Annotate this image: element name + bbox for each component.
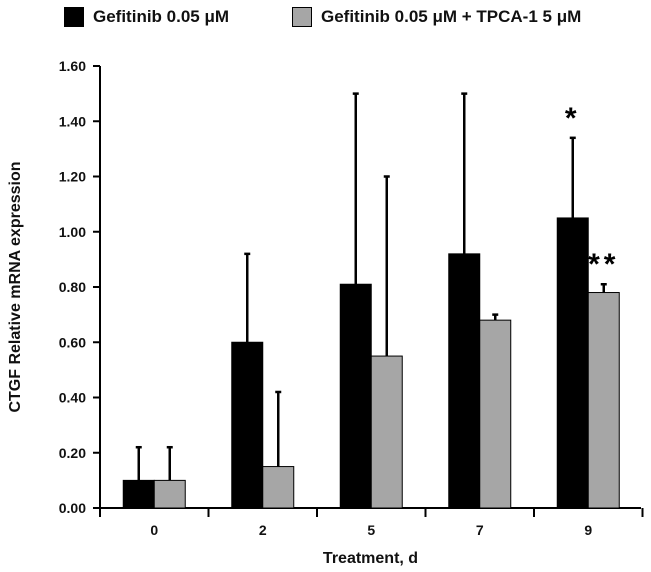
bar-series-1-cat-9 [556, 217, 589, 509]
legend-item-gefitinib-tpca1: Gefitinib 0.05 μM + TPCA-1 5 μM [292, 4, 581, 30]
bar-series-1-cat-0 [122, 479, 155, 509]
y-tick-label: 0.40 [59, 390, 86, 406]
x-tick-label: 5 [367, 522, 375, 538]
bar-series-2-cat-0 [153, 479, 186, 509]
y-tick-label: 0.20 [59, 445, 86, 461]
x-tick-label: 9 [584, 522, 592, 538]
y-tick-label: 1.60 [59, 58, 86, 74]
y-tick-label: 1.00 [59, 224, 86, 240]
legend-item-gefitinib: Gefitinib 0.05 μM [64, 4, 229, 30]
y-tick-label: 0.60 [59, 334, 86, 350]
y-tick-label: 0.00 [59, 500, 86, 516]
x-axis-title: Treatment, d [323, 550, 418, 567]
x-tick-label: 0 [150, 522, 158, 538]
bar-series-2-cat-2 [262, 466, 295, 509]
legend-swatch-gefitinib-tpca1 [292, 7, 312, 27]
x-tick-label: 7 [476, 522, 484, 538]
significance-marker: ** [588, 248, 619, 281]
legend-label-gefitinib-tpca1: Gefitinib 0.05 μM + TPCA-1 5 μM [321, 7, 582, 26]
bar-series-2-cat-9 [587, 292, 620, 509]
legend-swatch-gefitinib [64, 7, 84, 27]
bar-series-1-cat-2 [231, 341, 264, 509]
bar-series-2-cat-7 [479, 319, 512, 509]
bar-series-1-cat-7 [448, 253, 481, 509]
y-tick-label: 0.80 [59, 279, 86, 295]
chart-legend: Gefitinib 0.05 μM Gefitinib 0.05 μM + TP… [0, 0, 651, 34]
y-axis-title: CTGF Relative mRNA expression [7, 161, 24, 412]
y-tick-label: 1.20 [59, 169, 86, 185]
bar-series-2-cat-5 [370, 355, 403, 509]
significance-marker: * [565, 102, 581, 135]
x-tick-label: 2 [259, 522, 267, 538]
bar-series-1-cat-5 [339, 283, 372, 509]
y-tick-label: 1.40 [59, 113, 86, 129]
legend-label-gefitinib: Gefitinib 0.05 μM [93, 7, 230, 26]
